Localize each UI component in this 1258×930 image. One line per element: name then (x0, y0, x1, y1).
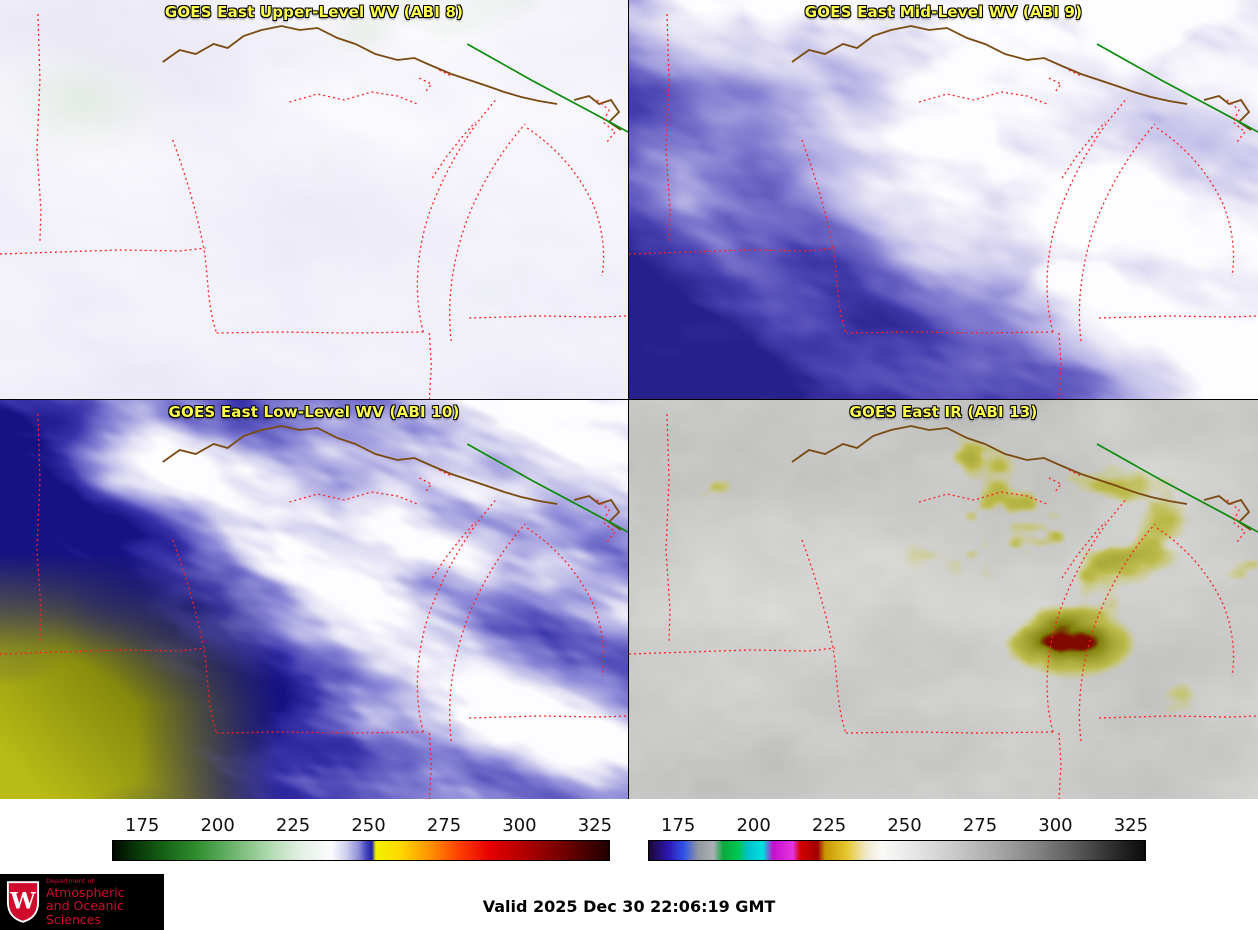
colorbar-tick-label: 250 (351, 815, 386, 836)
logo-department-of: Department of (46, 876, 94, 885)
wv-colorbar-ticks: 175 200 225 250 275 300 325 (112, 815, 613, 840)
panel-mid-level-wv: GOES East Mid-Level WV (ABI 9) (629, 0, 1258, 399)
wv-colorbar-gradient (112, 840, 610, 861)
colorbar-tick-label: 225 (275, 815, 311, 836)
satellite-image-abi8 (0, 0, 628, 399)
panel-ir: GOES East IR (ABI 13) (629, 400, 1258, 799)
satellite-image-abi10 (0, 400, 628, 799)
satellite-image-abi13 (629, 400, 1258, 799)
panel-title-abi9: GOES East Mid-Level WV (ABI 9) (804, 3, 1083, 21)
panel-title-abi13: GOES East IR (ABI 13) (849, 403, 1038, 421)
state-boundaries-overlay (629, 413, 1258, 799)
colorbar-tick-label: 175 (660, 815, 696, 836)
ir-colorbar: 175 200 225 250 275 300 325 (648, 815, 1149, 863)
state-boundaries-overlay (629, 13, 1258, 399)
footer: W Department of Atmospheric and Oceanic … (0, 863, 1258, 930)
colorbar-tick-label: 200 (736, 815, 771, 836)
panel-upper-level-wv: GOES East Upper-Level WV (ABI 8) (0, 0, 628, 399)
colorbar-tick-label: 325 (1113, 815, 1149, 836)
colorbar-tick-label: 175 (124, 815, 160, 836)
panel-title-abi8: GOES East Upper-Level WV (ABI 8) (164, 3, 464, 21)
panel-low-level-wv: GOES East Low-Level WV (ABI 10) (0, 400, 628, 799)
ir-colorbar-ticks: 175 200 225 250 275 300 325 (648, 815, 1149, 840)
colorbar-tick-label: 275 (962, 815, 998, 836)
logo-line1: Atmospheric (46, 884, 125, 900)
colorbar-tick-label: 225 (811, 815, 847, 836)
satellite-image-abi9 (629, 0, 1258, 399)
satellite-quad-view: GOES East Upper-Level WV (ABI 8) GOES Ea… (0, 0, 1258, 799)
state-boundaries-overlay (0, 413, 628, 799)
logo-text: Department of Atmospheric and Oceanic Sc… (46, 876, 158, 927)
colorbar-tick-label: 325 (577, 815, 613, 836)
valid-timestamp: Valid 2025 Dec 30 22:06:19 GMT (482, 897, 776, 916)
wv-colorbar: 175 200 225 250 275 300 325 (112, 815, 613, 863)
panel-title-abi10: GOES East Low-Level WV (ABI 10) (168, 403, 460, 421)
colorbar-tick-label: 300 (1038, 815, 1073, 836)
state-boundaries-overlay (0, 13, 628, 399)
colorbar-tick-label: 300 (502, 815, 537, 836)
uw-aos-logo: W Department of Atmospheric and Oceanic … (0, 874, 164, 930)
colorbar-tick-label: 200 (200, 815, 235, 836)
svg-text:W: W (9, 889, 36, 915)
logo-line2: and Oceanic Sciences (46, 898, 124, 927)
colorbar-row: 175 200 225 250 275 300 325 175 200 225 250 275 300… (0, 799, 1258, 863)
colorbar-tick-label: 275 (426, 815, 462, 836)
uw-crest-icon: W (6, 881, 40, 923)
colorbar-tick-label: 250 (887, 815, 922, 836)
ir-colorbar-gradient (648, 840, 1146, 861)
